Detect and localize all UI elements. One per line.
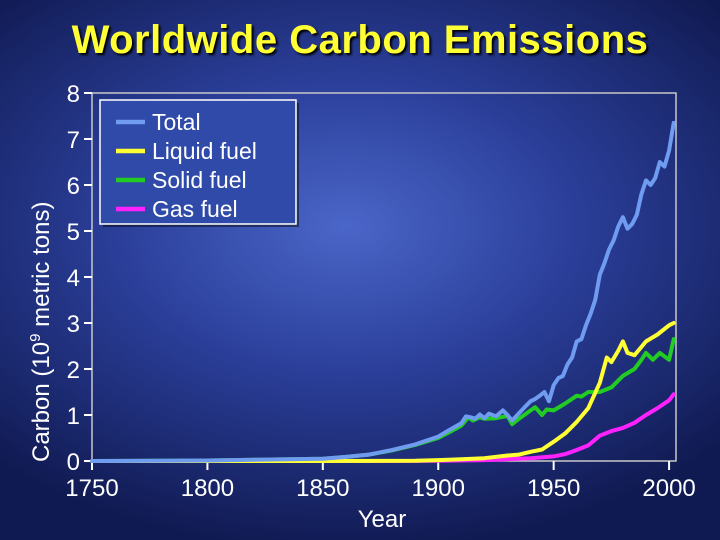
- y-tick-label: 5: [67, 219, 80, 246]
- x-tick-label: 1850: [296, 475, 349, 502]
- x-tick-label: 1750: [65, 475, 118, 502]
- y-tick-label: 7: [67, 127, 80, 154]
- x-tick-label: 2000: [642, 475, 695, 502]
- y-tick-label: 6: [67, 173, 80, 200]
- y-tick-label: 2: [67, 357, 80, 384]
- legend-label: Solid fuel: [152, 167, 247, 193]
- y-tick-label: 8: [67, 81, 80, 108]
- y-tick-label: 1: [67, 403, 80, 430]
- y-tick-label: 0: [67, 449, 80, 476]
- x-tick-label: 1900: [412, 475, 465, 502]
- x-tick-label: 1800: [181, 475, 234, 502]
- y-axis-label: Carbon (109 metric tons): [27, 202, 55, 462]
- legend-label: Total: [152, 109, 201, 135]
- legend: Total Liquid fuel Solid fuel Gas fuel: [99, 99, 299, 227]
- y-tick-label: 4: [67, 265, 80, 292]
- series-line-total: [90, 120, 676, 463]
- y-tick-label: 3: [67, 311, 80, 338]
- legend-label: Gas fuel: [152, 196, 238, 222]
- chart-title: Worldwide Carbon Emissions: [71, 18, 649, 62]
- series-line-liquid-fuel: [90, 321, 676, 463]
- series-line-solid-fuel: [90, 337, 676, 463]
- x-tick-label: 1950: [527, 475, 580, 502]
- legend-label: Liquid fuel: [152, 138, 257, 164]
- x-axis-label: Year: [358, 506, 407, 533]
